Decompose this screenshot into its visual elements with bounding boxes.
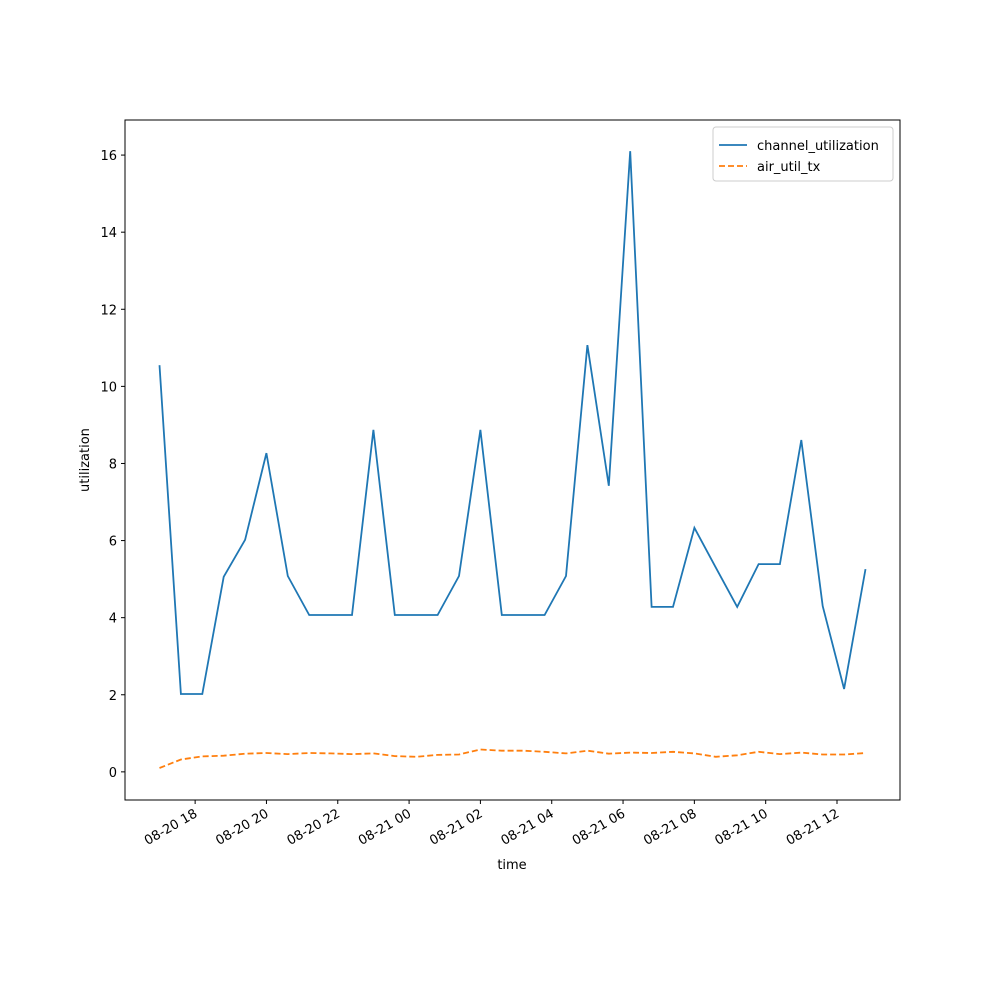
y-tick-label: 0 xyxy=(109,766,117,781)
legend-box xyxy=(712,126,894,182)
x-tick-label: 08-20 18 xyxy=(142,806,200,848)
plot-frame xyxy=(124,119,901,801)
y-tick-label: 6 xyxy=(109,535,117,550)
line-series xyxy=(159,748,866,769)
legend: channel_utilization air_util_tx xyxy=(712,126,894,182)
y-axis-label: utilization xyxy=(78,428,93,492)
x-tick-label: 08-21 12 xyxy=(784,806,842,848)
y-tick-label: 2 xyxy=(109,689,117,704)
y-tick-label: 14 xyxy=(100,226,117,241)
x-tick-label: 08-21 08 xyxy=(641,806,699,848)
line-series xyxy=(158,151,867,695)
y-tick-label: 8 xyxy=(109,457,117,472)
legend-label: channel_utilization xyxy=(757,139,879,154)
legend-label: air_util_tx xyxy=(757,160,821,175)
y-tick-label: 10 xyxy=(100,380,117,395)
x-axis-label: time xyxy=(497,858,526,873)
y-tick-label: 12 xyxy=(100,303,117,318)
x-tick-label: 08-21 04 xyxy=(499,806,557,848)
x-tick-label: 08-21 00 xyxy=(356,806,414,848)
x-tick-label: 08-21 10 xyxy=(713,806,771,848)
y-tick-label: 16 xyxy=(100,149,117,164)
x-tick-label: 08-20 20 xyxy=(213,806,271,848)
x-tick-label: 08-21 06 xyxy=(570,806,628,848)
y-tick-label: 4 xyxy=(109,612,117,627)
x-tick-label: 08-20 22 xyxy=(285,806,343,848)
x-tick-label: 08-21 02 xyxy=(427,806,485,848)
